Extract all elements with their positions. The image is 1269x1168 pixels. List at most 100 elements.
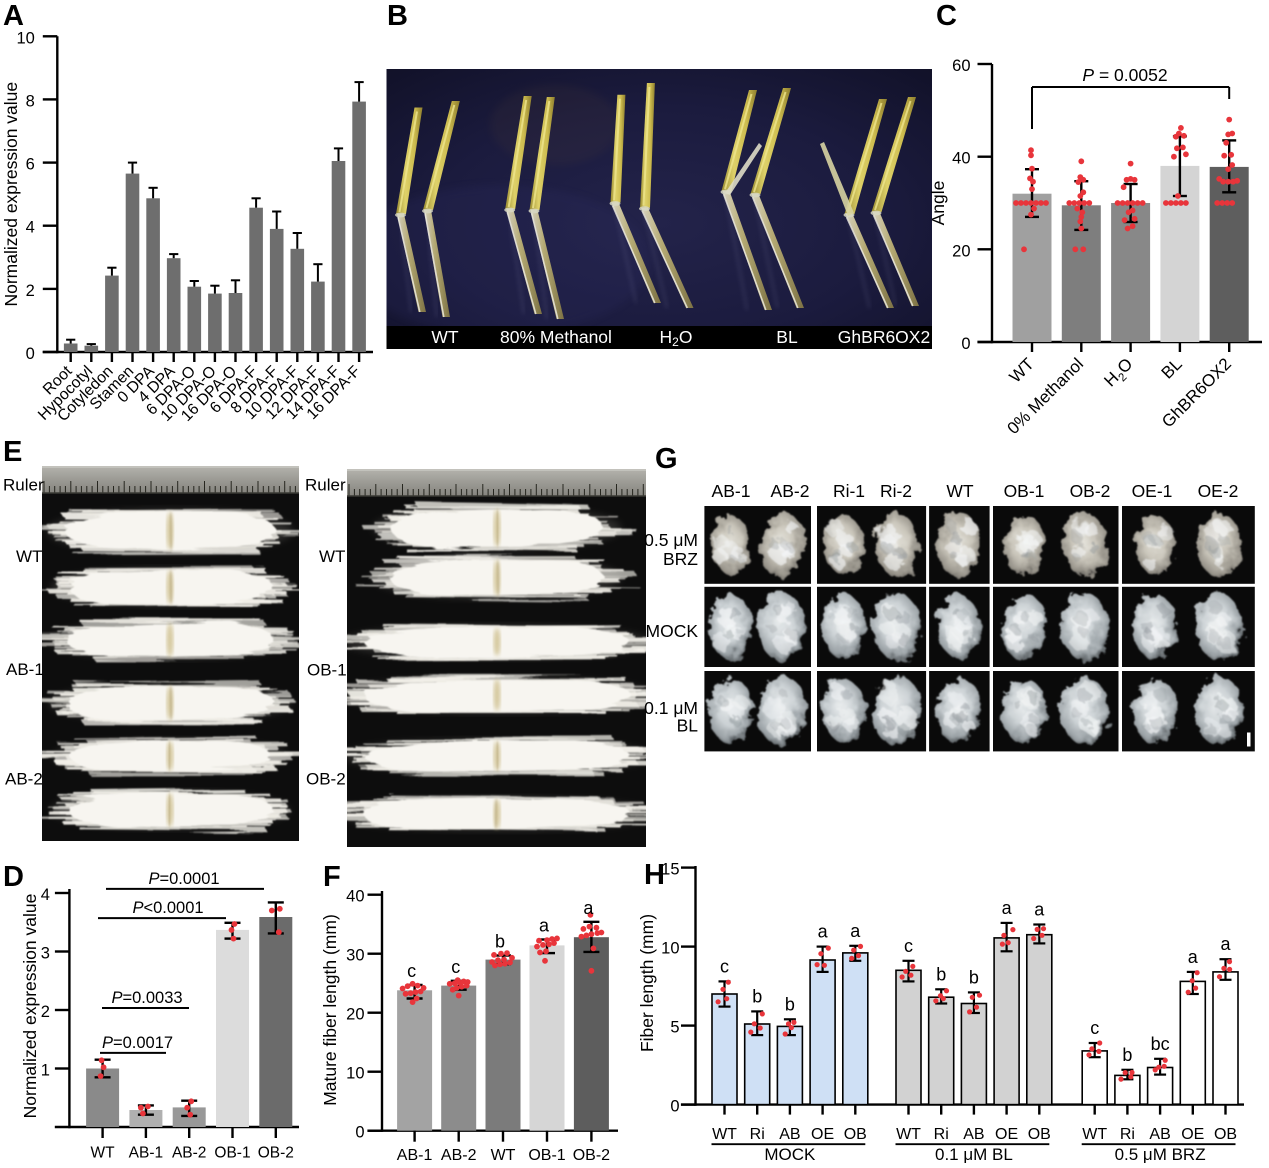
svg-text:P<0.0001: P<0.0001 bbox=[132, 899, 203, 917]
svg-text:BRZ: BRZ bbox=[663, 549, 698, 569]
svg-text:Normalized expression value: Normalized expression value bbox=[20, 894, 40, 1119]
svg-text:4: 4 bbox=[41, 886, 50, 904]
svg-text:10: 10 bbox=[661, 940, 679, 958]
svg-text:a: a bbox=[850, 921, 861, 941]
svg-text:2: 2 bbox=[26, 282, 35, 300]
svg-text:AB-2: AB-2 bbox=[172, 1145, 206, 1162]
svg-text:c: c bbox=[720, 956, 729, 976]
svg-text:OB-2: OB-2 bbox=[258, 1145, 294, 1162]
svg-text:c: c bbox=[1090, 1018, 1099, 1038]
svg-text:AB-1: AB-1 bbox=[397, 1147, 433, 1164]
svg-text:OE-2: OE-2 bbox=[1198, 481, 1239, 501]
svg-text:AB-1: AB-1 bbox=[712, 481, 751, 501]
svg-text:BL: BL bbox=[776, 327, 798, 347]
svg-text:8: 8 bbox=[26, 92, 35, 110]
svg-text:0: 0 bbox=[961, 335, 970, 353]
svg-text:H2O: H2O bbox=[660, 327, 693, 349]
svg-text:MOCK: MOCK bbox=[646, 621, 699, 641]
svg-text:15: 15 bbox=[661, 861, 679, 879]
svg-text:H: H bbox=[644, 859, 665, 891]
svg-text:Ri: Ri bbox=[750, 1126, 765, 1143]
svg-text:0.5 μM BRZ: 0.5 μM BRZ bbox=[1115, 1145, 1206, 1164]
svg-text:AB-1: AB-1 bbox=[6, 660, 44, 679]
svg-text:AB-2: AB-2 bbox=[441, 1147, 477, 1164]
svg-text:Fiber length (mm): Fiber length (mm) bbox=[637, 914, 657, 1052]
svg-text:2: 2 bbox=[41, 1003, 50, 1021]
svg-text:bc: bc bbox=[1151, 1034, 1170, 1054]
svg-text:WT: WT bbox=[491, 1147, 516, 1164]
svg-text:0: 0 bbox=[670, 1098, 679, 1116]
svg-text:10: 10 bbox=[346, 1065, 364, 1083]
svg-text:MOCK: MOCK bbox=[764, 1145, 816, 1164]
svg-text:P = 0.0052: P = 0.0052 bbox=[1082, 65, 1167, 85]
svg-text:a: a bbox=[539, 916, 550, 936]
svg-text:0: 0 bbox=[355, 1124, 364, 1142]
svg-text:a: a bbox=[818, 922, 829, 942]
svg-text:WT: WT bbox=[896, 1126, 921, 1143]
svg-text:P=0.0033: P=0.0033 bbox=[111, 989, 182, 1007]
svg-text:Ri: Ri bbox=[1120, 1126, 1135, 1143]
svg-text:a: a bbox=[1220, 934, 1231, 954]
svg-text:Ri: Ri bbox=[934, 1126, 949, 1143]
svg-text:OB-1: OB-1 bbox=[528, 1147, 565, 1164]
svg-text:F: F bbox=[323, 861, 341, 893]
svg-text:4: 4 bbox=[26, 219, 35, 237]
svg-text:c: c bbox=[904, 936, 913, 956]
svg-text:AB: AB bbox=[779, 1126, 800, 1143]
svg-text:c: c bbox=[451, 957, 460, 977]
svg-text:20: 20 bbox=[952, 242, 970, 260]
svg-text:0: 0 bbox=[26, 345, 35, 363]
svg-text:OB: OB bbox=[1214, 1126, 1237, 1143]
svg-text:OB-2: OB-2 bbox=[1070, 481, 1111, 501]
svg-text:Ri-1: Ri-1 bbox=[833, 481, 865, 501]
svg-text:40: 40 bbox=[952, 150, 970, 168]
svg-text:b: b bbox=[969, 967, 979, 987]
svg-text:a: a bbox=[1188, 947, 1199, 967]
svg-text:OE: OE bbox=[1181, 1126, 1204, 1143]
svg-text:6: 6 bbox=[26, 156, 35, 174]
svg-text:A: A bbox=[3, 0, 24, 32]
svg-text:OB: OB bbox=[1028, 1126, 1051, 1143]
svg-text:E: E bbox=[3, 436, 22, 468]
svg-text:OB-2: OB-2 bbox=[573, 1147, 610, 1164]
svg-text:AB-1: AB-1 bbox=[129, 1145, 163, 1162]
svg-text:c: c bbox=[407, 961, 416, 981]
svg-text:40: 40 bbox=[346, 888, 364, 906]
svg-text:OE: OE bbox=[811, 1126, 834, 1143]
svg-text:30: 30 bbox=[346, 947, 364, 965]
svg-text:H2O: H2O bbox=[1100, 354, 1138, 392]
svg-text:OB-1: OB-1 bbox=[214, 1145, 250, 1162]
svg-text:WT: WT bbox=[319, 547, 345, 566]
svg-text:WT: WT bbox=[1082, 1126, 1107, 1143]
svg-text:G: G bbox=[655, 443, 678, 475]
svg-text:60: 60 bbox=[952, 57, 970, 75]
svg-text:10: 10 bbox=[16, 29, 34, 47]
svg-text:OB: OB bbox=[844, 1126, 867, 1143]
svg-text:1: 1 bbox=[41, 1062, 50, 1080]
svg-text:0.5 μM: 0.5 μM bbox=[644, 530, 698, 550]
svg-text:b: b bbox=[495, 932, 505, 952]
svg-text:a: a bbox=[1034, 900, 1045, 920]
svg-text:WT: WT bbox=[431, 327, 459, 347]
svg-text:OB-1: OB-1 bbox=[307, 661, 347, 680]
svg-text:GhBR6OX2: GhBR6OX2 bbox=[838, 327, 930, 347]
svg-text:b: b bbox=[1122, 1045, 1132, 1065]
svg-text:AB-2: AB-2 bbox=[5, 770, 43, 789]
svg-text:WT: WT bbox=[946, 481, 974, 501]
svg-text:WT: WT bbox=[712, 1126, 737, 1143]
svg-text:Ruler: Ruler bbox=[3, 476, 44, 495]
svg-text:0.1 μM BL: 0.1 μM BL bbox=[935, 1145, 1013, 1164]
svg-text:Angle: Angle bbox=[928, 181, 948, 226]
svg-text:AB: AB bbox=[963, 1126, 984, 1143]
svg-text:WT: WT bbox=[16, 547, 42, 566]
svg-text:80% Methanol: 80% Methanol bbox=[500, 327, 612, 347]
svg-text:OB-2: OB-2 bbox=[306, 770, 346, 789]
svg-text:C: C bbox=[936, 0, 957, 32]
svg-text:WT: WT bbox=[91, 1145, 116, 1162]
svg-text:Mature fiber length (mm): Mature fiber length (mm) bbox=[320, 914, 340, 1106]
svg-text:a: a bbox=[1002, 898, 1013, 918]
svg-text:Ruler: Ruler bbox=[305, 476, 346, 495]
svg-text:P=0.0017: P=0.0017 bbox=[102, 1034, 173, 1052]
svg-text:b: b bbox=[752, 986, 762, 1006]
svg-text:D: D bbox=[3, 861, 24, 893]
